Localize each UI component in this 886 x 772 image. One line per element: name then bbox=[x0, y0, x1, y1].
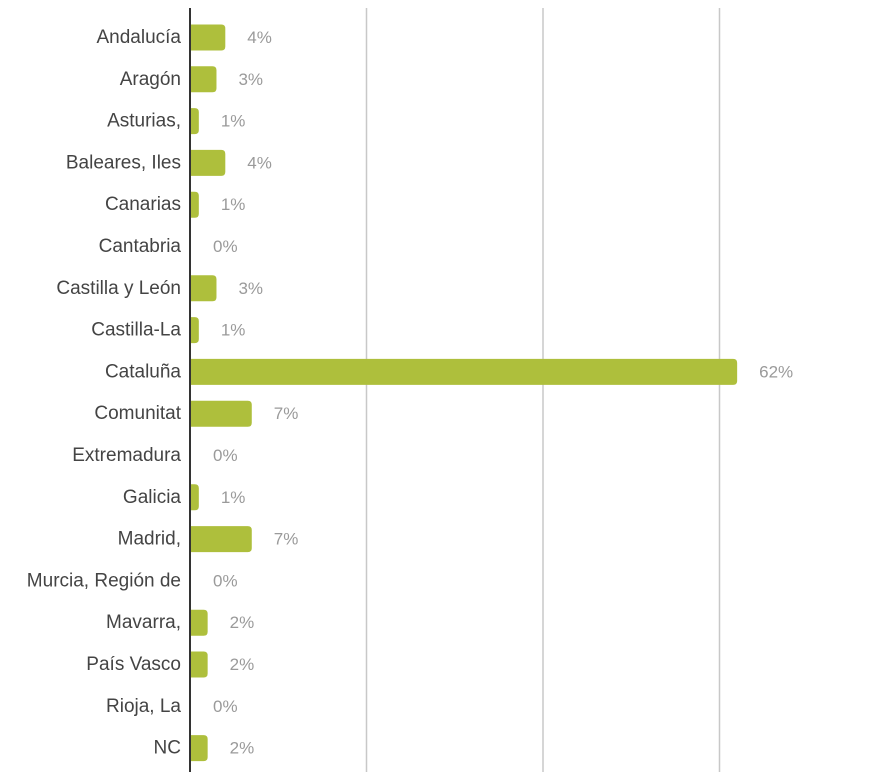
bar-cataluna bbox=[190, 358, 738, 385]
bar-baleares-iles bbox=[190, 149, 226, 176]
value-label-aragon: 3% bbox=[238, 70, 263, 89]
bar-asturias bbox=[190, 108, 199, 135]
category-label-asturias: Asturias, bbox=[107, 111, 181, 132]
value-label-nc: 2% bbox=[230, 739, 255, 758]
category-labels: Andalucía Aragón Asturias, Baleares, Iles Ca… bbox=[27, 27, 182, 759]
value-label-castilla-y-leon: 3% bbox=[238, 279, 263, 298]
value-label-pais-vasco: 2% bbox=[230, 655, 255, 674]
value-label-andalucia: 4% bbox=[247, 28, 272, 47]
value-label-madrid: 7% bbox=[274, 530, 299, 549]
value-label-castilla-la: 1% bbox=[221, 321, 246, 340]
category-label-andalucia: Andalucía bbox=[96, 27, 181, 48]
bar-comunitat bbox=[190, 400, 252, 427]
bar-nc bbox=[190, 735, 208, 762]
value-label-cantabria: 0% bbox=[213, 237, 238, 256]
category-label-mavarra: Mavarra, bbox=[106, 612, 181, 633]
bar-castilla-y-leon bbox=[190, 275, 217, 302]
category-label-extremadura: Extremadura bbox=[72, 445, 181, 466]
bar-madrid bbox=[190, 526, 252, 553]
category-label-castilla-la: Castilla-La bbox=[91, 320, 181, 341]
category-label-canarias: Canarias bbox=[105, 194, 181, 215]
category-label-murcia-region-de: Murcia, Región de bbox=[27, 570, 181, 591]
gridlines bbox=[365, 8, 721, 772]
bar-canarias bbox=[190, 191, 199, 218]
bar-pais-vasco bbox=[190, 651, 208, 678]
bar-andalucia bbox=[190, 24, 226, 51]
value-label-asturias: 1% bbox=[221, 112, 246, 131]
category-label-nc: NC bbox=[154, 738, 181, 759]
category-label-galicia: Galicia bbox=[123, 487, 182, 508]
category-label-aragon: Aragón bbox=[120, 69, 181, 90]
value-labels: 4% 3% 1% 4% 1% 0% 3% 1% 62% 7% 0% 1% 7% 0% 2% 2% 0% 2% bbox=[213, 28, 793, 758]
bar-aragon bbox=[190, 66, 217, 93]
bar-galicia bbox=[190, 484, 199, 511]
category-label-madrid: Madrid, bbox=[118, 529, 181, 550]
value-label-canarias: 1% bbox=[221, 195, 246, 214]
bar-castilla-la bbox=[190, 317, 199, 344]
value-label-galicia: 1% bbox=[221, 488, 246, 507]
value-label-baleares-iles: 4% bbox=[247, 153, 272, 172]
category-label-rioja-la: Rioja, La bbox=[106, 696, 181, 717]
value-label-cataluna: 62% bbox=[759, 362, 793, 381]
category-label-cantabria: Cantabria bbox=[99, 236, 182, 257]
bars bbox=[190, 24, 738, 762]
category-label-comunitat: Comunitat bbox=[94, 403, 181, 424]
value-label-murcia-region-de: 0% bbox=[213, 571, 238, 590]
category-label-castilla-y-leon: Castilla y León bbox=[56, 278, 181, 299]
category-label-baleares-iles: Baleares, Iles bbox=[66, 152, 181, 173]
value-label-comunitat: 7% bbox=[274, 404, 299, 423]
category-label-pais-vasco: País Vasco bbox=[86, 654, 181, 675]
value-label-extremadura: 0% bbox=[213, 446, 238, 465]
category-label-cataluna: Cataluña bbox=[105, 361, 181, 382]
value-label-rioja-la: 0% bbox=[213, 697, 238, 716]
bar-mavarra bbox=[190, 609, 208, 636]
value-label-mavarra: 2% bbox=[230, 613, 255, 632]
